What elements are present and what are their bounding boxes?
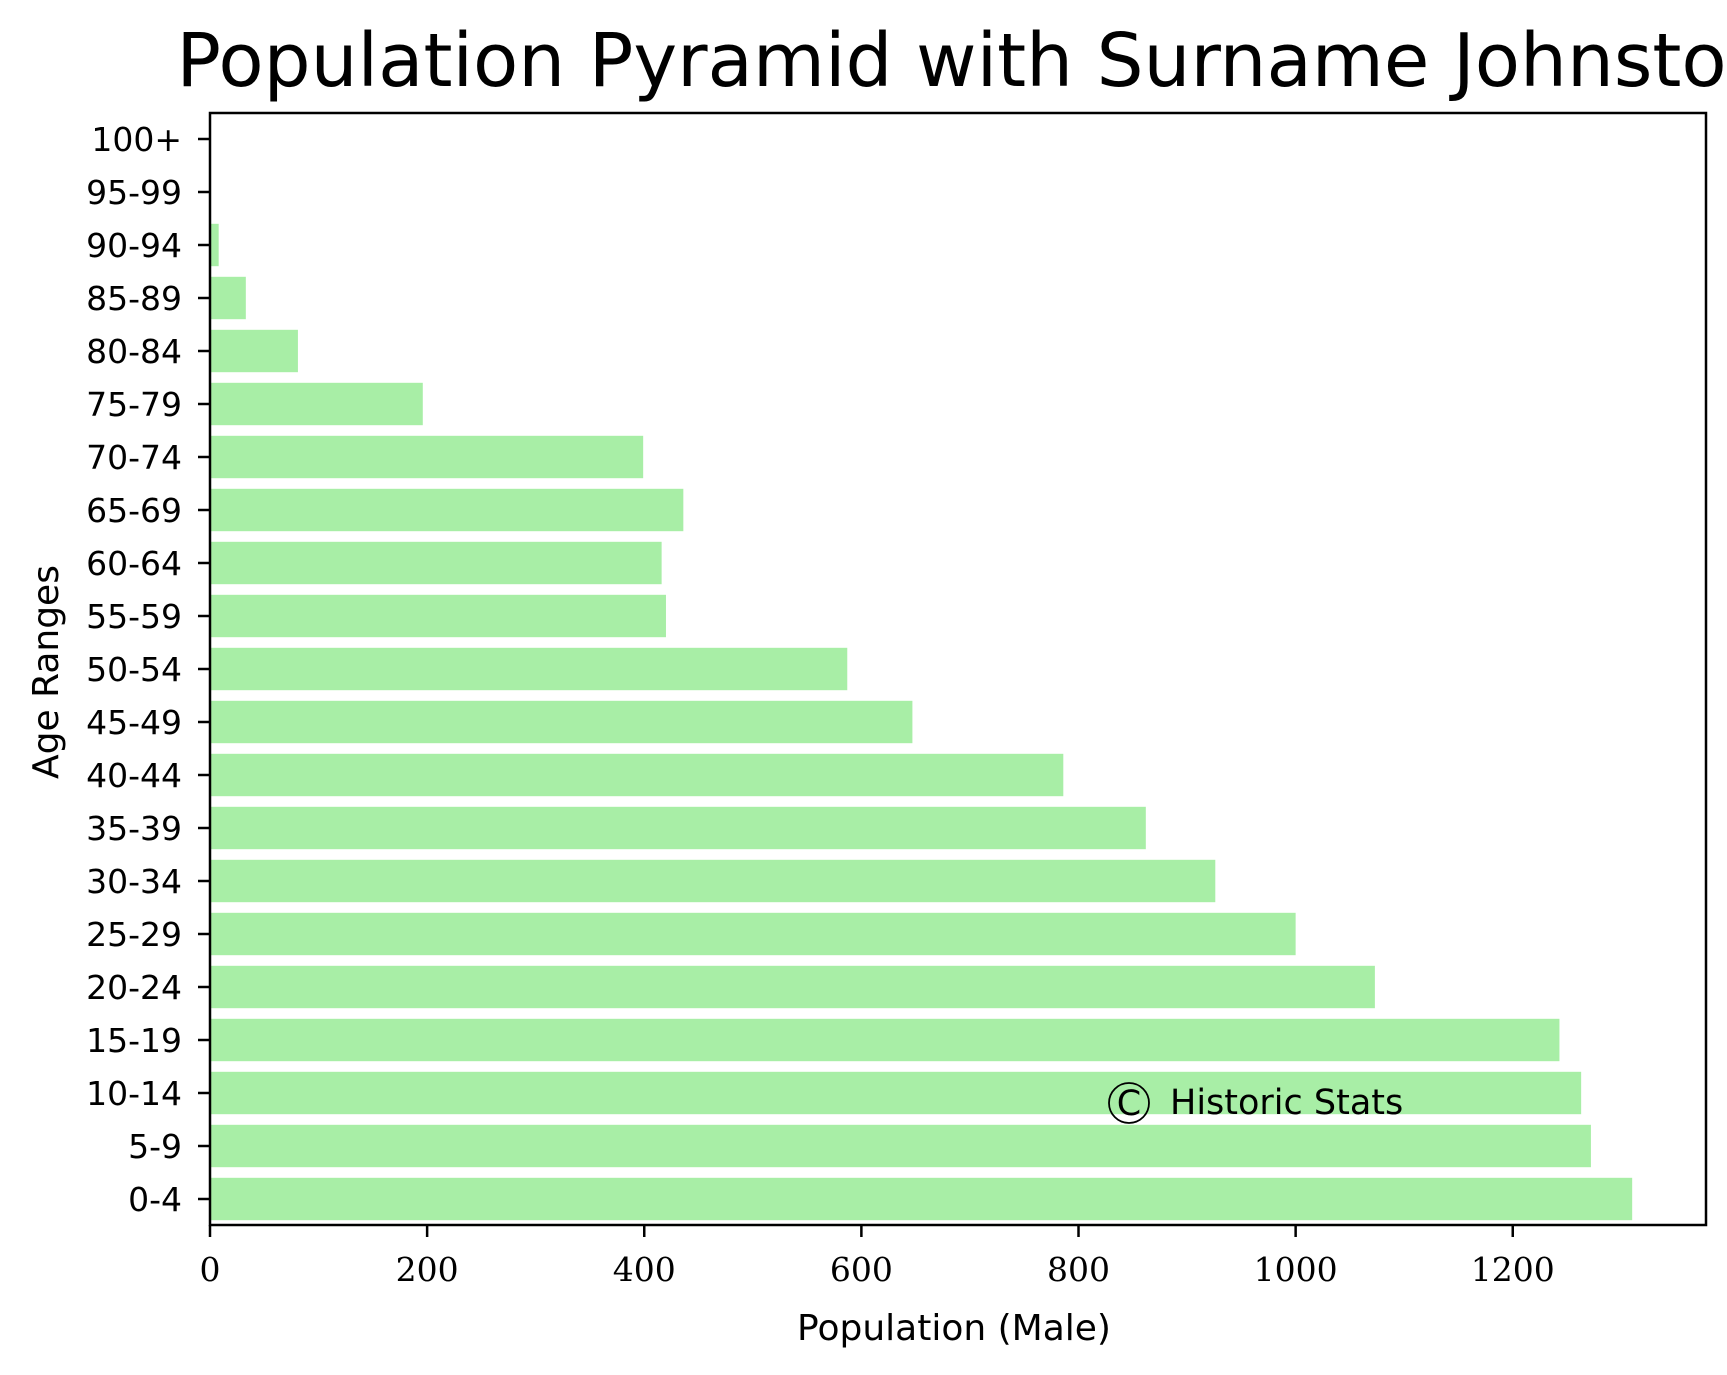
bar-75-79	[210, 382, 423, 426]
y-tick-label: 10-14	[86, 1074, 182, 1113]
y-tick-label: 35-39	[86, 809, 182, 848]
x-tick-label: 200	[396, 1250, 459, 1289]
y-tick-label: 75-79	[86, 385, 182, 424]
y-tick-label: 100+	[91, 120, 182, 159]
bar-45-49	[210, 700, 913, 744]
bar-60-64	[210, 541, 662, 585]
chart-title: Population Pyramid with Surname Johnston	[176, 18, 1727, 104]
x-tick-label: 1000	[1254, 1250, 1338, 1289]
y-tick-label: 65-69	[86, 491, 182, 530]
bar-15-19	[210, 1018, 1560, 1062]
bar-85-89	[210, 276, 246, 320]
bar-10-14	[210, 1071, 1582, 1115]
bar-0-4	[210, 1177, 1633, 1221]
y-tick-label: 70-74	[86, 438, 182, 477]
y-tick-label: 5-9	[128, 1127, 182, 1166]
y-axis-ticks: 0-4 5-9 10-14 15-19 20-24 25-29 30-34 35-39 40-4…	[86, 120, 210, 1219]
y-tick-label: 55-59	[86, 597, 182, 636]
y-tick-label: 50-54	[86, 650, 182, 689]
y-tick-label: 90-94	[86, 226, 182, 265]
bar-20-24	[210, 965, 1375, 1009]
x-tick-label: 400	[613, 1250, 676, 1289]
bar-65-69	[210, 488, 684, 532]
y-tick-label: 80-84	[86, 332, 182, 371]
y-tick-label: 40-44	[86, 756, 182, 795]
bar-25-29	[210, 912, 1296, 956]
y-tick-label: 45-49	[86, 703, 182, 742]
copyright-circle-icon	[1108, 1082, 1150, 1124]
y-tick-label: 20-24	[86, 968, 182, 1007]
y-tick-label: 85-89	[86, 279, 182, 318]
x-tick-label: 600	[830, 1250, 893, 1289]
watermark: C Historic Stats	[1108, 1082, 1403, 1124]
x-axis-ticks: 0 200 400 600 800 1000 1200	[200, 1225, 1555, 1289]
bar-40-44	[210, 753, 1064, 797]
bar-30-34	[210, 859, 1216, 903]
y-tick-label: 15-19	[86, 1021, 182, 1060]
plot-frame	[208, 111, 1708, 1227]
y-axis-label: Age Ranges	[26, 565, 67, 779]
y-tick-label: 25-29	[86, 915, 182, 954]
y-tick-label: 95-99	[86, 173, 182, 212]
x-tick-label: 800	[1047, 1250, 1110, 1289]
bar-90-94	[210, 223, 219, 267]
watermark-text: Historic Stats	[1170, 1083, 1403, 1123]
bar-70-74	[210, 435, 644, 479]
x-axis-label: Population (Male)	[797, 1308, 1111, 1349]
x-tick-label: 1200	[1471, 1250, 1555, 1289]
bar-5-9	[210, 1124, 1591, 1168]
bar-35-39	[210, 806, 1146, 850]
bar-50-54	[210, 647, 848, 691]
y-tick-label: 60-64	[86, 544, 182, 583]
y-tick-label: 30-34	[86, 862, 182, 901]
copyright-letter: C	[1117, 1084, 1141, 1124]
bars-group	[210, 223, 1633, 1221]
x-tick-label: 0	[200, 1250, 221, 1289]
bar-80-84	[210, 329, 298, 373]
bar-55-59	[210, 594, 666, 638]
y-tick-label: 0-4	[128, 1180, 182, 1219]
